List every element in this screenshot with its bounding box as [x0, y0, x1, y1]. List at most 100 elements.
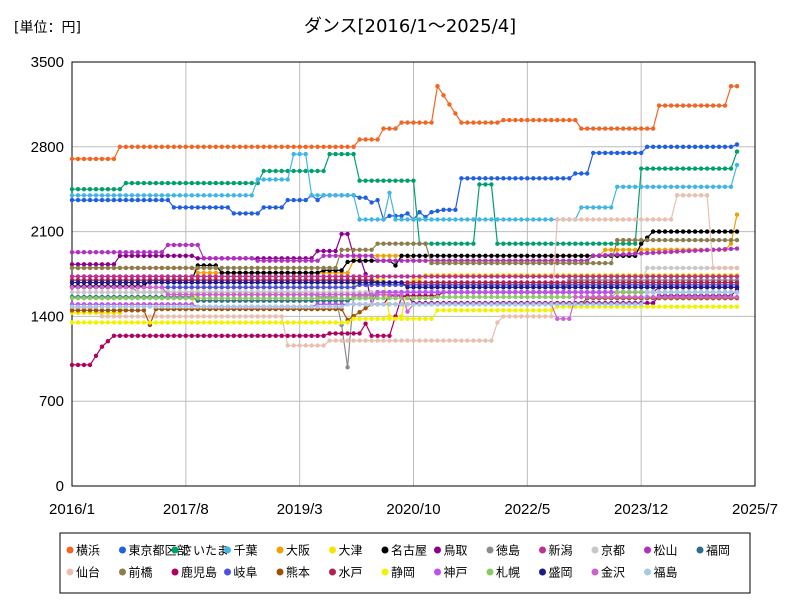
series-group [69, 84, 740, 370]
data-point [375, 197, 380, 203]
data-point [519, 285, 524, 290]
data-point [710, 274, 716, 279]
data-point [327, 320, 332, 325]
data-point [507, 302, 512, 307]
data-point [291, 168, 296, 174]
data-point [111, 265, 117, 271]
data-point [597, 290, 602, 295]
data-point [261, 265, 266, 271]
data-point [543, 176, 548, 181]
data-point [87, 197, 93, 203]
data-point [357, 274, 362, 279]
data-point [704, 144, 710, 149]
data-point [159, 320, 165, 325]
data-point [141, 144, 147, 149]
data-point [507, 314, 512, 319]
legend-label: 鹿児島 [181, 565, 217, 580]
data-point [351, 253, 356, 258]
data-point [87, 193, 93, 198]
data-point [291, 270, 296, 275]
data-point [471, 294, 476, 300]
data-point [225, 180, 230, 186]
data-point [123, 253, 129, 258]
data-point [471, 274, 476, 279]
data-point [543, 260, 548, 266]
data-point [141, 314, 147, 319]
data-point [615, 290, 620, 295]
data-point [609, 274, 614, 279]
data-point [692, 144, 698, 149]
data-point [680, 184, 686, 189]
data-point [722, 166, 728, 171]
legend-item: 名古屋 [381, 543, 427, 558]
data-point [722, 304, 728, 309]
data-point [591, 217, 596, 222]
data-point [165, 320, 171, 325]
data-point [417, 120, 422, 125]
data-point [189, 253, 194, 258]
data-point [734, 212, 740, 217]
data-point [165, 144, 171, 149]
data-point [99, 274, 105, 279]
data-point [591, 126, 596, 131]
data-point [537, 302, 542, 307]
data-point [489, 338, 494, 343]
data-point [728, 246, 734, 252]
data-point [399, 274, 404, 279]
data-point [207, 265, 212, 271]
data-point [650, 290, 656, 295]
data-point [285, 343, 290, 348]
data-point [291, 151, 296, 157]
data-point [387, 338, 392, 343]
data-point [429, 316, 434, 321]
data-point [471, 308, 476, 313]
data-point [105, 250, 111, 255]
data-point [129, 308, 135, 313]
data-point [698, 237, 704, 243]
data-point [141, 265, 147, 271]
legend-marker [591, 568, 599, 576]
data-point [716, 144, 722, 149]
data-point [237, 270, 242, 275]
data-point [285, 280, 290, 285]
data-point [650, 285, 656, 290]
data-point [639, 280, 644, 285]
data-point [213, 314, 218, 319]
data-point [225, 144, 230, 149]
data-point [369, 200, 374, 205]
data-point [549, 314, 554, 319]
data-point [273, 333, 278, 338]
data-point [105, 296, 111, 301]
data-point [645, 300, 650, 306]
data-point [207, 274, 212, 279]
data-point [123, 304, 129, 309]
data-point [375, 292, 380, 297]
data-point [543, 290, 548, 295]
data-point [87, 265, 93, 271]
data-point [207, 333, 212, 338]
data-point [704, 265, 710, 271]
data-point [417, 274, 422, 279]
data-point [525, 260, 530, 266]
data-point [579, 217, 584, 222]
data-point [662, 265, 668, 271]
data-point [207, 256, 212, 261]
data-point [686, 166, 692, 171]
data-point [549, 176, 554, 181]
data-point [333, 292, 338, 297]
data-point [177, 333, 182, 338]
data-point [537, 294, 542, 300]
data-point [375, 333, 380, 338]
series-仙台 [69, 193, 740, 348]
data-point [716, 166, 722, 171]
data-point [81, 320, 87, 325]
data-point [603, 241, 608, 246]
data-point [231, 265, 236, 271]
data-point [393, 217, 398, 222]
data-point [375, 178, 380, 183]
data-point [117, 304, 123, 309]
data-point [87, 274, 93, 279]
data-point [429, 302, 434, 307]
data-point [692, 274, 698, 279]
data-point [195, 256, 200, 261]
